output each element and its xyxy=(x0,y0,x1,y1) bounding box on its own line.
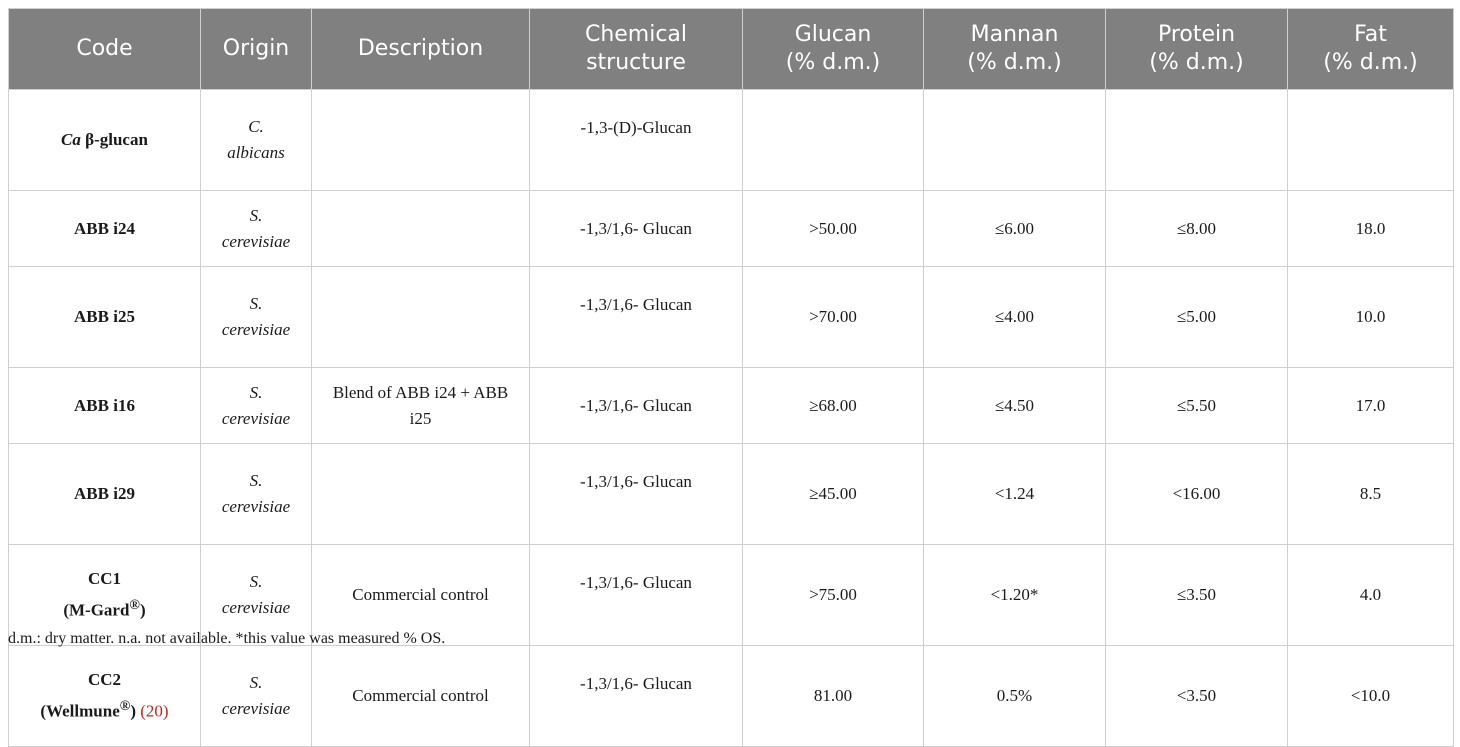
header-chemical-structure: Chemical structure xyxy=(529,8,743,90)
cell-description xyxy=(311,266,530,368)
cell-description xyxy=(311,89,530,191)
reference-link[interactable]: (20) xyxy=(140,701,169,721)
cell-description: Commercial control xyxy=(311,645,530,747)
cell-origin: S. cerevisiae xyxy=(200,266,312,368)
cell-mannan: ≤6.00 xyxy=(923,190,1106,267)
table-row: CC2 (Wellmune®) (20) S. cerevisiae Commerc… xyxy=(8,645,1454,747)
cell-origin: S. cerevisiae xyxy=(200,190,312,267)
cell-chemical-structure: -1,3/1,6- Glucan xyxy=(529,367,743,444)
table-row: ABB i24 S. cerevisiae -1,3/1,6- Glucan >5… xyxy=(8,190,1454,267)
cell-glucan: ≥68.00 xyxy=(742,367,924,444)
cell-glucan xyxy=(742,89,924,191)
cell-origin: S. cerevisiae xyxy=(200,544,312,646)
cell-mannan: <1.20* xyxy=(923,544,1106,646)
cell-chemical-structure: -1,3-(D)-Glucan xyxy=(529,89,743,191)
cell-code: ABB i29 xyxy=(8,443,201,545)
header-origin: Origin xyxy=(200,8,312,90)
cell-fat: <10.0 xyxy=(1287,645,1454,747)
header-code: Code xyxy=(8,8,201,90)
cell-mannan: <1.24 xyxy=(923,443,1106,545)
cell-chemical-structure: -1,3/1,6- Glucan xyxy=(529,544,743,646)
cell-code: ABB i16 xyxy=(8,367,201,444)
cell-code: CC1 (M-Gard®) xyxy=(8,544,201,646)
cell-fat: 4.0 xyxy=(1287,544,1454,646)
cell-fat: 17.0 xyxy=(1287,367,1454,444)
table-row: ABB i16 S. cerevisiae Blend of ABB i24 + … xyxy=(8,367,1454,444)
cell-mannan: ≤4.00 xyxy=(923,266,1106,368)
cell-code: Ca β-glucan xyxy=(8,89,201,191)
cell-fat: 18.0 xyxy=(1287,190,1454,267)
cell-code: ABB i25 xyxy=(8,266,201,368)
table-footnote: d.m.: dry matter. n.a. not available. *t… xyxy=(8,630,446,647)
cell-glucan: >50.00 xyxy=(742,190,924,267)
cell-glucan: ≥45.00 xyxy=(742,443,924,545)
header-fat: Fat (% d.m.) xyxy=(1287,8,1454,90)
table-row: ABB i29 S. cerevisiae -1,3/1,6- Glucan ≥4… xyxy=(8,443,1454,545)
cell-glucan: >75.00 xyxy=(742,544,924,646)
table-row: ABB i25 S. cerevisiae -1,3/1,6- Glucan >7… xyxy=(8,266,1454,368)
table-row: Ca β-glucan C. albicans -1,3-(D)-Glucan xyxy=(8,89,1454,191)
cell-code: CC2 (Wellmune®) (20) xyxy=(8,645,201,747)
cell-fat: 10.0 xyxy=(1287,266,1454,368)
cell-chemical-structure: -1,3/1,6- Glucan xyxy=(529,266,743,368)
cell-protein xyxy=(1105,89,1288,191)
cell-origin: C. albicans xyxy=(200,89,312,191)
cell-protein: ≤5.00 xyxy=(1105,266,1288,368)
cell-description xyxy=(311,190,530,267)
cell-mannan xyxy=(923,89,1106,191)
cell-origin: S. cerevisiae xyxy=(200,443,312,545)
cell-chemical-structure: -1,3/1,6- Glucan xyxy=(529,443,743,545)
cell-mannan: 0.5% xyxy=(923,645,1106,747)
cell-description: Blend of ABB i24 + ABB i25 xyxy=(311,367,530,444)
cell-code: ABB i24 xyxy=(8,190,201,267)
table-row: CC1 (M-Gard®) S. cerevisiae Commercial con… xyxy=(8,544,1454,646)
cell-protein: ≤5.50 xyxy=(1105,367,1288,444)
cell-protein: ≤3.50 xyxy=(1105,544,1288,646)
cell-protein: ≤8.00 xyxy=(1105,190,1288,267)
cell-protein: <3.50 xyxy=(1105,645,1288,747)
header-glucan: Glucan (% d.m.) xyxy=(742,8,924,90)
cell-glucan: >70.00 xyxy=(742,266,924,368)
cell-glucan: 81.00 xyxy=(742,645,924,747)
cell-fat: 8.5 xyxy=(1287,443,1454,545)
cell-chemical-structure: -1,3/1,6- Glucan xyxy=(529,645,743,747)
cell-origin: S. cerevisiae xyxy=(200,367,312,444)
cell-fat xyxy=(1287,89,1454,191)
header-row: Code Origin Description Chemical structur… xyxy=(8,8,1454,90)
header-protein: Protein (% d.m.) xyxy=(1105,8,1288,90)
header-description: Description xyxy=(311,8,530,90)
header-mannan: Mannan (% d.m.) xyxy=(923,8,1106,90)
cell-chemical-structure: -1,3/1,6- Glucan xyxy=(529,190,743,267)
cell-protein: <16.00 xyxy=(1105,443,1288,545)
cell-mannan: ≤4.50 xyxy=(923,367,1106,444)
cell-origin: S. cerevisiae xyxy=(200,645,312,747)
cell-description xyxy=(311,443,530,545)
